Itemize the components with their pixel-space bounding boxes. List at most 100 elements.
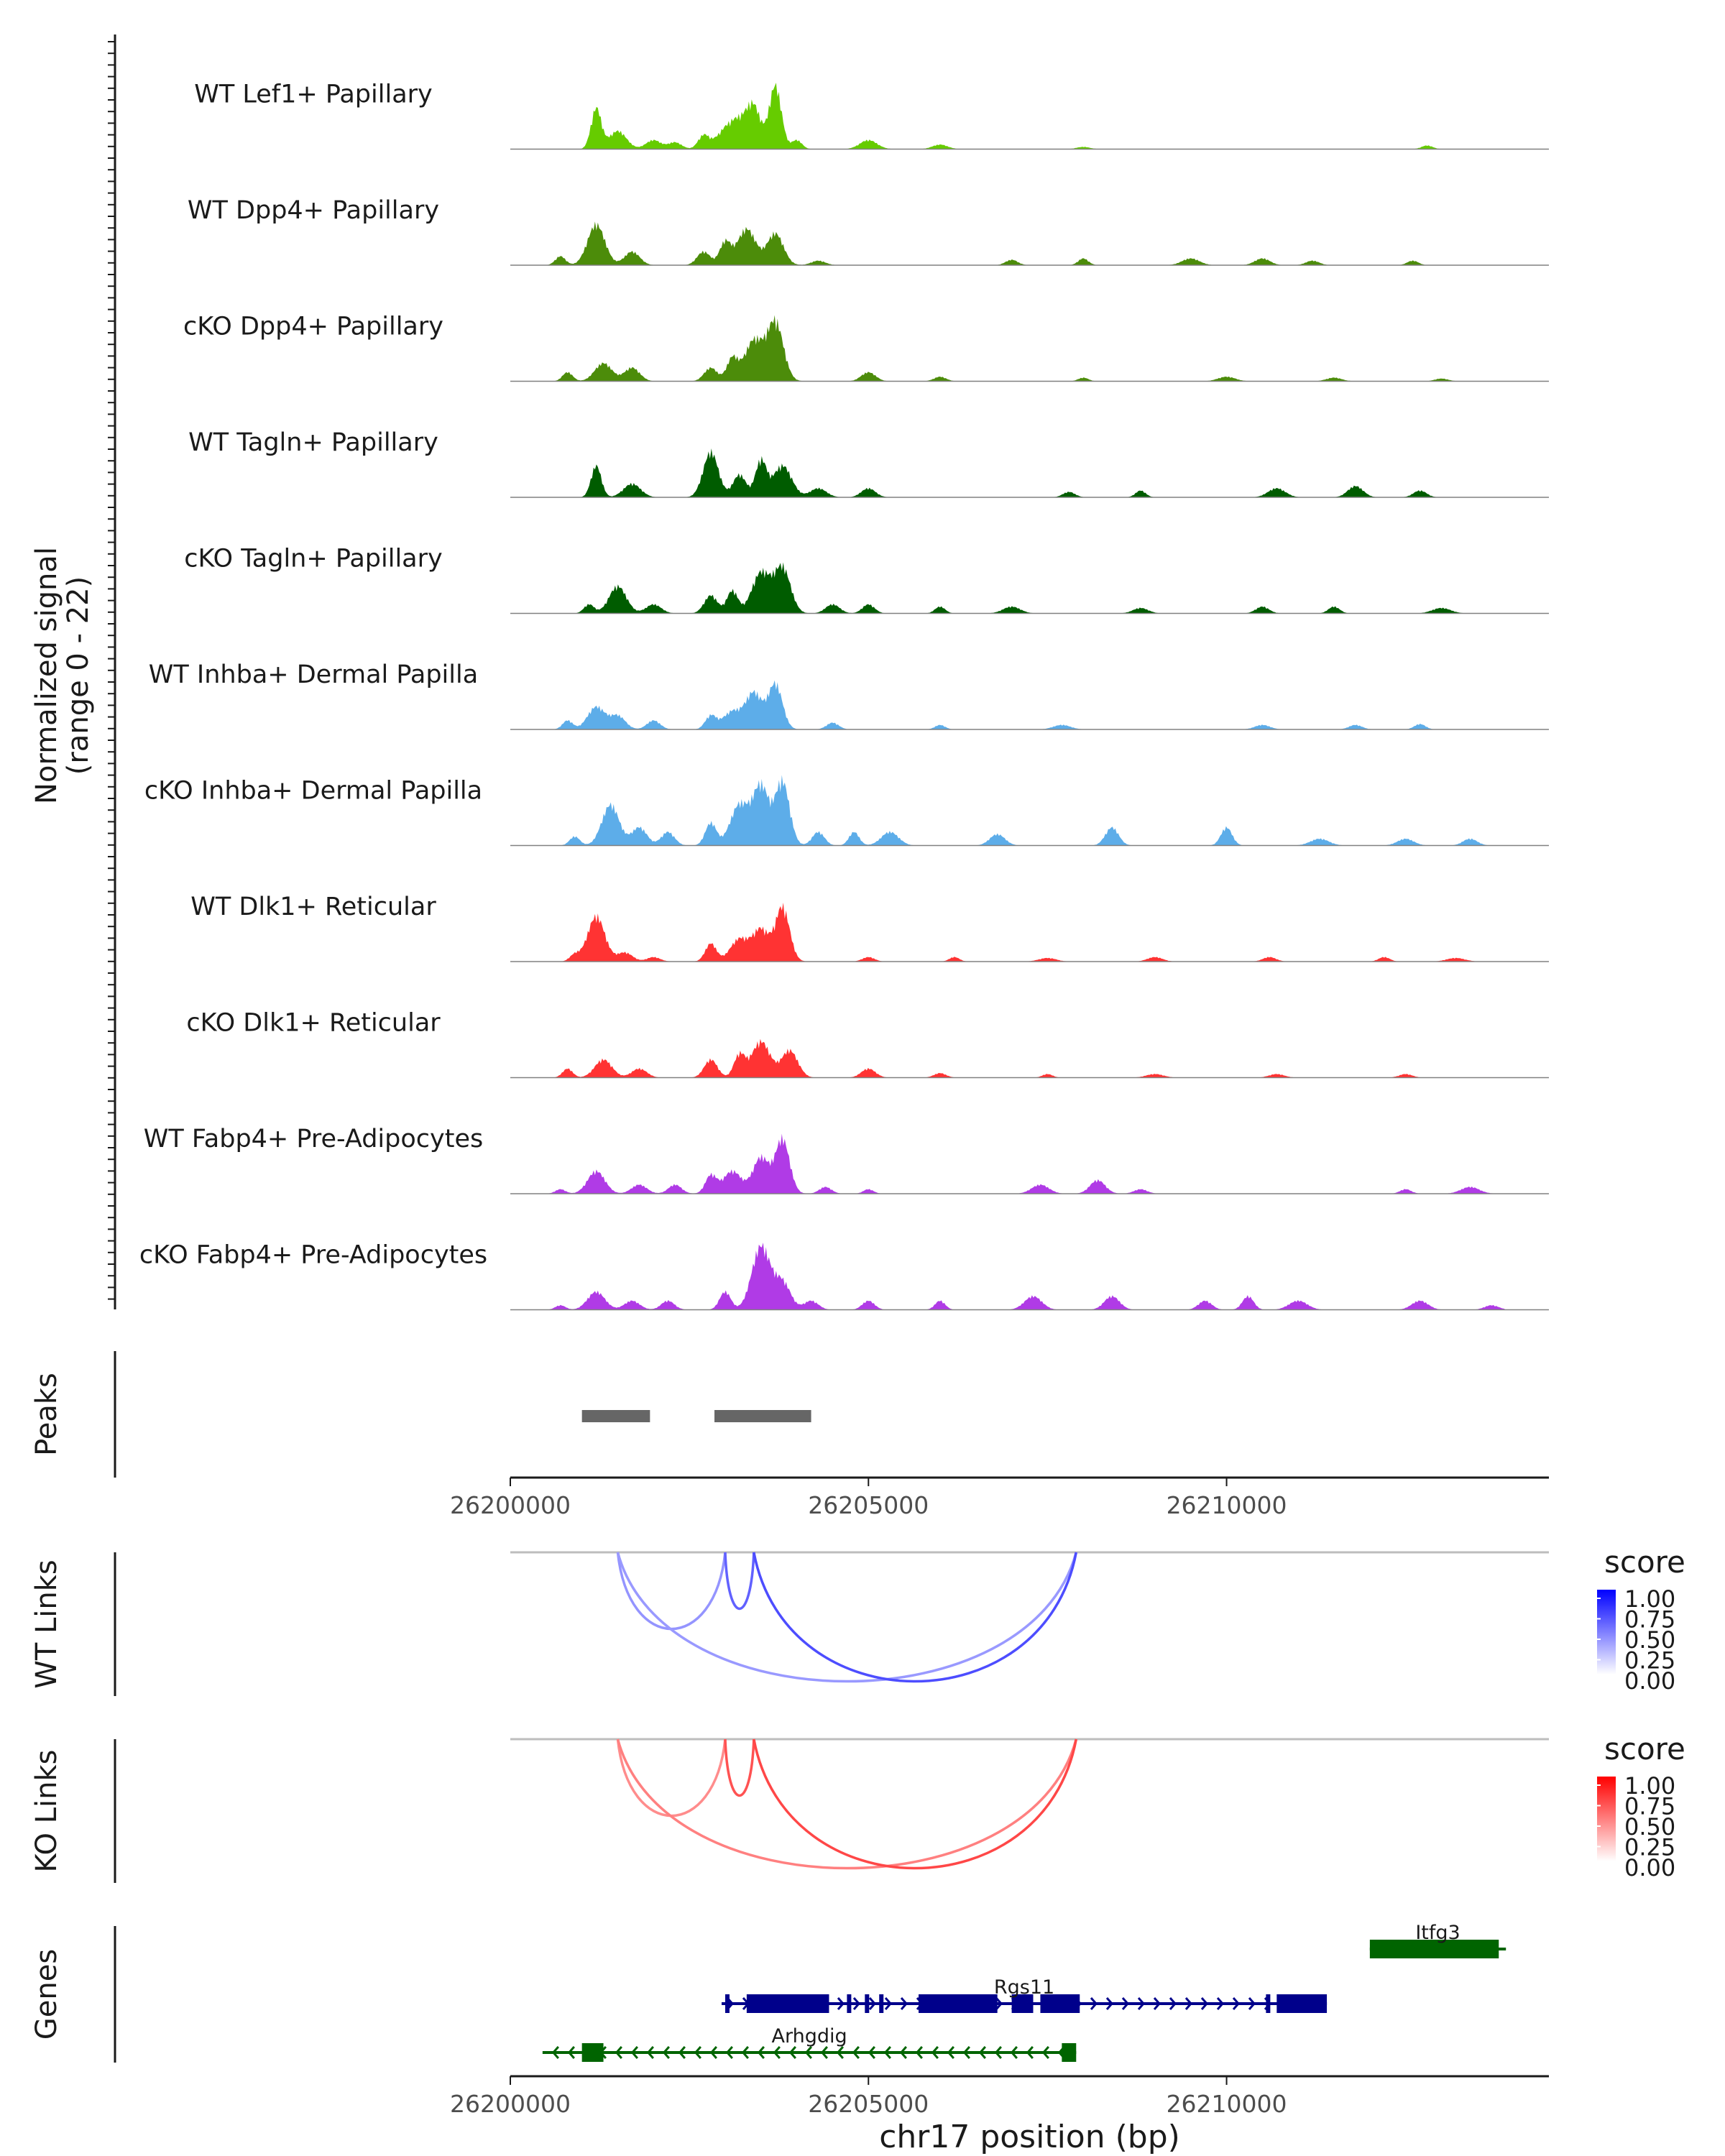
strand-chevron	[788, 2046, 796, 2059]
coverage-track-2: cKO Dpp4+ Papillary	[183, 313, 1549, 382]
x-axis-bottom-tick-label: 26210000	[1167, 2090, 1287, 2118]
strand-chevron	[694, 2046, 702, 2059]
gene-exon	[847, 1994, 852, 2013]
strand-chevron	[883, 2046, 891, 2059]
gene-exon	[919, 1994, 998, 2013]
strand-chevron	[725, 2046, 733, 2059]
coverage-track-label: cKO Inhba+ Dermal Papilla	[144, 777, 482, 806]
coverage-area	[510, 1038, 1506, 1078]
strand-chevron	[757, 2046, 765, 2059]
gene-arhgdig: Arhgdig	[542, 2025, 1077, 2062]
x-axis-title: chr17 position (bp)	[879, 2119, 1180, 2155]
legend-title: score	[1604, 1544, 1685, 1580]
legend-title: score	[1604, 1731, 1685, 1766]
strand-chevron	[900, 1997, 908, 2010]
link-track-1: KO Links score 1.000.750.500.250.00	[30, 1731, 1685, 1883]
gene-exon	[724, 1994, 730, 2013]
legend-tick-label: 1.00	[1624, 1772, 1675, 1800]
peaks-track: Peaks 26200000 26205000 26210000	[30, 1351, 1549, 1519]
genes-track-label: Genes	[30, 1949, 63, 2040]
link-track-label: WT Links	[30, 1560, 63, 1688]
strand-chevron	[741, 2046, 749, 2059]
coverage-track-label: cKO Dpp4+ Papillary	[183, 313, 443, 341]
y-axis-title-line1: Normalized signal	[30, 547, 63, 804]
link-arc	[724, 1738, 755, 1797]
coverage-track-label: WT Dpp4+ Papillary	[188, 196, 439, 225]
coverage-track-label: cKO Tagln+ Papillary	[184, 545, 443, 573]
coverage-track-5: WT Inhba+ Dermal Papilla	[149, 660, 1549, 730]
gene-rgs11: Rgs11	[721, 1976, 1328, 2013]
legend-tick-label: 0.75	[1624, 1793, 1675, 1820]
coverage-track-label: WT Fabp4+ Pre-Adipocytes	[144, 1125, 483, 1153]
legend-tick-label: 0.25	[1624, 1647, 1675, 1674]
coverage-track-8: cKO Dlk1+ Reticular	[186, 1009, 1549, 1079]
coverage-track-10: cKO Fabp4+ Pre-Adipocytes	[139, 1241, 1549, 1311]
link-arc	[616, 1738, 1077, 1870]
coverage-area	[510, 221, 1506, 265]
genes-track: Genes Itfg3 Rgs11 Arhgdig 26200000 26205000 26…	[30, 1922, 1549, 2155]
strand-chevron	[646, 2046, 654, 2059]
gene-label: Arhgdig	[771, 2025, 847, 2047]
gene-itfg3: Itfg3	[1369, 1922, 1506, 1958]
legend-tick-label: 0.50	[1624, 1626, 1675, 1654]
link-arc	[724, 1552, 755, 1611]
gene-exon	[746, 1994, 829, 2013]
strand-chevron	[1026, 2046, 1034, 2059]
legend-tick-label: 0.25	[1624, 1834, 1675, 1861]
strand-chevron	[773, 2046, 781, 2059]
strand-chevron	[1216, 1997, 1224, 2010]
coverage-track-7: WT Dlk1+ Reticular	[190, 893, 1549, 962]
strand-chevron	[1041, 2046, 1049, 2059]
coverage-area	[510, 448, 1506, 497]
strand-chevron	[678, 2046, 686, 2059]
strand-chevron	[662, 2046, 670, 2059]
strand-chevron	[1153, 1997, 1161, 2010]
strand-chevron	[994, 2046, 1002, 2059]
coverage-track-4: cKO Tagln+ Papillary	[184, 545, 1549, 614]
legend-tick-label: 0.75	[1624, 1606, 1675, 1634]
gene-label: Itfg3	[1415, 1922, 1460, 1944]
x-axis-top-tick-label: 26200000	[450, 1491, 571, 1519]
gene-exon	[879, 1994, 884, 2013]
strand-chevron	[1137, 1997, 1145, 2010]
coverage-track-label: WT Lef1+ Papillary	[194, 80, 433, 109]
link-arc	[616, 1552, 1077, 1683]
gene-label: Rgs11	[994, 1976, 1054, 1999]
coverage-track-1: WT Dpp4+ Papillary	[188, 196, 1549, 266]
coverage-area	[510, 562, 1506, 614]
coverage-track-label: WT Dlk1+ Reticular	[190, 893, 436, 921]
strand-chevron	[1105, 1997, 1113, 2010]
link-arc	[753, 1552, 1077, 1683]
coverage-area	[510, 1133, 1506, 1194]
coverage-track-label: cKO Fabp4+ Pre-Adipocytes	[139, 1241, 487, 1270]
strand-chevron	[978, 2046, 986, 2059]
strand-chevron	[1169, 1997, 1177, 2010]
strand-chevron	[1010, 2046, 1018, 2059]
coverage-area	[510, 775, 1506, 846]
coverage-track-label: WT Tagln+ Papillary	[188, 428, 438, 457]
legend-colorbar	[1597, 1590, 1616, 1674]
axes: Normalized signal(range 0 - 22)	[30, 34, 116, 1309]
strand-chevron	[899, 2046, 907, 2059]
strand-chevron	[852, 2046, 860, 2059]
gene-exon	[1040, 1994, 1080, 2013]
gene-exon	[1011, 1994, 1034, 2013]
coverage-area	[510, 680, 1506, 729]
strand-chevron	[804, 2046, 812, 2059]
y-axis-title-line2: (range 0 - 22)	[62, 576, 95, 775]
peak-region	[581, 1410, 650, 1422]
legend-tick-label: 0.00	[1624, 1854, 1675, 1881]
coverage-track-label: WT Inhba+ Dermal Papilla	[149, 660, 478, 689]
strand-chevron	[1232, 1997, 1240, 2010]
coverage-track-3: WT Tagln+ Papillary	[188, 428, 1549, 498]
x-axis-top-tick-label: 26210000	[1167, 1491, 1287, 1519]
coverage-area	[510, 903, 1506, 962]
coverage-area	[510, 315, 1506, 382]
gene-exon	[865, 1994, 870, 2013]
coverage-track-0: WT Lef1+ Papillary	[194, 80, 1549, 150]
strand-chevron	[820, 2046, 828, 2059]
gene-exon	[581, 2043, 604, 2062]
strand-chevron	[630, 2046, 638, 2059]
